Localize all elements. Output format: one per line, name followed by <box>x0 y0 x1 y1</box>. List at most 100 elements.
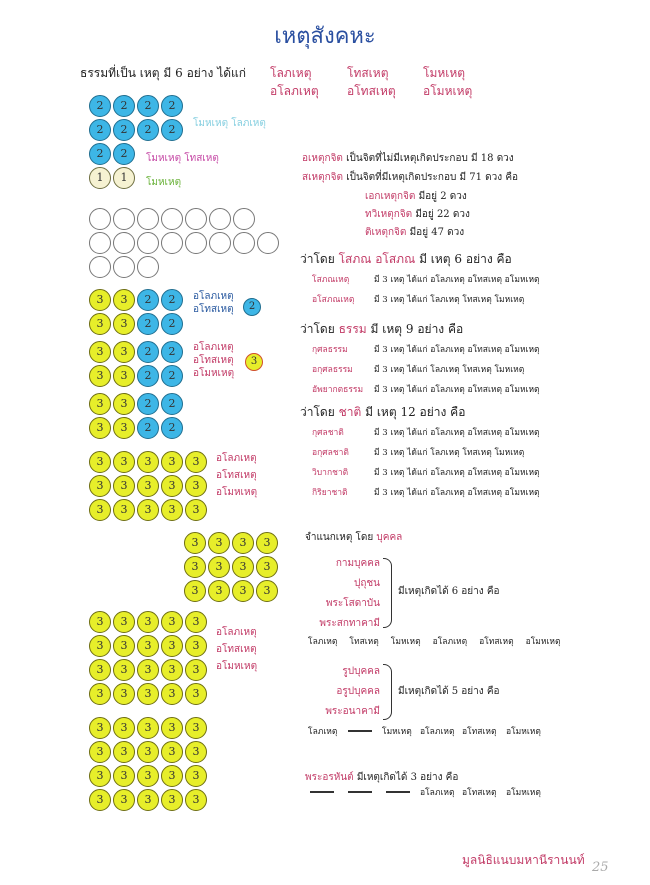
group-labels: อโลภเหตุ อโทสเหตุ อโมหเหตุ <box>216 624 257 675</box>
circle-value-3: 3 <box>185 475 207 497</box>
circle-value-3: 3 <box>232 532 254 554</box>
circle-value-3: 3 <box>89 365 111 387</box>
group-label: อโมหเหตุ <box>216 661 258 672</box>
circle-value-2: 2 <box>161 341 183 363</box>
intro-text: ธรรมที่เป็น เหตุ มี 6 อย่าง ได้แก่ <box>80 66 247 80</box>
circle-value-2: 2 <box>161 119 183 141</box>
circle-value-2: 2 <box>137 341 159 363</box>
puggala-heading: จำแนกเหตุ โดย บุคคล <box>305 530 402 545</box>
circle-value-3: 3 <box>113 635 135 657</box>
desc: มี 3 เหตุ ได้แก่ อโลภเหตุ อโทสเหตุ อโมหเ… <box>374 385 540 395</box>
person: พระสกทาคามี <box>319 618 380 629</box>
hetu-alobha: อโลภเหตุ <box>270 84 319 98</box>
circle-value-3: 3 <box>161 659 183 681</box>
circle-value-3: 3 <box>184 532 206 554</box>
circle-value-3: 3 <box>256 580 278 602</box>
hetu: อโลภเหตุ <box>432 637 468 647</box>
circle-value-2: 2 <box>137 95 159 117</box>
circle-value-2: 2 <box>137 289 159 311</box>
section-item: กุศลชาติ มี 3 เหตุ ได้แก่ อโลภเหตุ อโทสเห… <box>312 425 540 439</box>
circle-value-3: 3 <box>89 635 111 657</box>
heading-text: จำแนกเหตุ โดย <box>305 532 374 543</box>
circle-value-1: 1 <box>89 167 111 189</box>
circle-value-3: 3 <box>185 717 207 739</box>
hetu-adosa: อโทสเหตุ <box>347 84 396 98</box>
circle-empty <box>113 256 135 278</box>
circle-value-3: 3 <box>89 475 111 497</box>
desc: เป็นจิตที่ไม่มีเหตุเกิดประกอบ มี 18 ดวง <box>346 153 514 164</box>
person: ปุถุชน <box>353 578 380 589</box>
circle-value-3: 3 <box>161 635 183 657</box>
circle-value-3: 3 <box>89 611 111 633</box>
badge-circle: 3 <box>245 353 263 371</box>
heading-key: โสภณ อโสภณ <box>338 252 416 266</box>
person: พระอรหันต์ <box>305 772 354 783</box>
desc: มี 3 เหตุ ได้แก่ โลภเหตุ โทสเหตุ โมหเหตุ <box>374 365 525 375</box>
circle-empty <box>137 208 159 230</box>
circle-value-3: 3 <box>161 741 183 763</box>
circle-empty <box>113 232 135 254</box>
term: อกุศลชาติ <box>312 448 349 458</box>
circle-value-3: 3 <box>184 556 206 578</box>
circle-value-2: 2 <box>89 143 111 165</box>
circle-value-3: 3 <box>161 475 183 497</box>
circle-value-3: 3 <box>113 499 135 521</box>
group-label: อโลภเหตุ <box>216 627 257 638</box>
term: โสภณเหตุ <box>312 275 350 285</box>
sub-citta: ติเหตุกจิต มีอยู่ 47 ดวง <box>365 225 464 240</box>
circle-empty <box>233 232 255 254</box>
circle-value-3: 3 <box>185 789 207 811</box>
circle-value-3: 3 <box>185 741 207 763</box>
page-title: เหตุสังคหะ <box>274 24 376 49</box>
circle-value-3: 3 <box>89 789 111 811</box>
circle-value-3: 3 <box>232 580 254 602</box>
circle-value-2: 2 <box>161 365 183 387</box>
term: สเหตุกจิต <box>302 172 344 183</box>
desc: มี 3 เหตุ ได้แก่ อโลภเหตุ อโทสเหตุ อโมหเ… <box>374 275 540 285</box>
brace <box>383 558 392 628</box>
absent-hetu-dash <box>348 730 372 732</box>
circle-value-2: 2 <box>161 95 183 117</box>
group-label: อโลภเหตุ <box>193 291 234 302</box>
group-labels: อโลภเหตุ อโทสเหตุ <box>193 290 234 316</box>
circle-value-3: 3 <box>137 789 159 811</box>
desc: มี 3 เหตุ ได้แก่ อโลภเหตุ อโทสเหตุ อโมหเ… <box>374 428 540 438</box>
section-item: โสภณเหตุ มี 3 เหตุ ได้แก่ อโลภเหตุ อโทสเห… <box>312 272 540 286</box>
section-heading: ว่าโดย โสภณ อโสภณ มี เหตุ 6 อย่าง คือ <box>300 250 512 269</box>
group-label: โมหเหตุ โลภเหตุ <box>193 118 266 129</box>
circle-value-3: 3 <box>256 532 278 554</box>
desc: มี 3 เหตุ ได้แก่ โลภเหตุ โทสเหตุ โมหเหตุ <box>374 295 525 305</box>
person: พระอนาคามี <box>325 706 380 717</box>
circle-empty <box>257 232 279 254</box>
circle-value-1: 1 <box>113 167 135 189</box>
hetu: โมหเหตุ <box>390 637 421 647</box>
circle-empty <box>185 232 207 254</box>
heading-post: มี เหตุ 9 อย่าง คือ <box>370 322 464 336</box>
brace <box>383 664 392 720</box>
circle-value-3: 3 <box>161 765 183 787</box>
circle-value-3: 3 <box>89 393 111 415</box>
desc: มี 3 เหตุ ได้แก่ อโลภเหตุ อโทสเหตุ อโมหเ… <box>374 345 540 355</box>
circle-value-3: 3 <box>256 556 278 578</box>
hetu: อโทสเหตุ <box>479 637 514 647</box>
section-item: อกุศลธรรม มี 3 เหตุ ได้แก่ โลภเหตุ โทสเหต… <box>312 362 524 376</box>
circle-value-3: 3 <box>185 611 207 633</box>
circle-value-2: 2 <box>89 119 111 141</box>
hetu-moha: โมหเหตุ <box>423 66 466 80</box>
hetu: โทสเหตุ <box>349 637 379 647</box>
heading-pre: ว่าโดย <box>300 252 335 266</box>
circle-empty <box>89 256 111 278</box>
circle-value-2: 2 <box>113 119 135 141</box>
circle-value-3: 3 <box>137 659 159 681</box>
group-label: อโมหเหตุ <box>216 487 258 498</box>
circle-value-3: 3 <box>137 499 159 521</box>
circle-value-3: 3 <box>89 499 111 521</box>
section-heading: ว่าโดย ธรรม มี เหตุ 9 อย่าง คือ <box>300 320 463 339</box>
section-item: อโสภณเหตุ มี 3 เหตุ ได้แก่ โลภเหตุ โทสเหต… <box>312 292 524 306</box>
circle-empty <box>161 232 183 254</box>
ahetuka-line: อเหตุกจิต เป็นจิตที่ไม่มีเหตุเกิดประกอบ … <box>302 151 514 166</box>
circle-value-3: 3 <box>232 556 254 578</box>
circle-value-2: 2 <box>161 393 183 415</box>
group-label: โมหเหตุ <box>146 177 182 188</box>
